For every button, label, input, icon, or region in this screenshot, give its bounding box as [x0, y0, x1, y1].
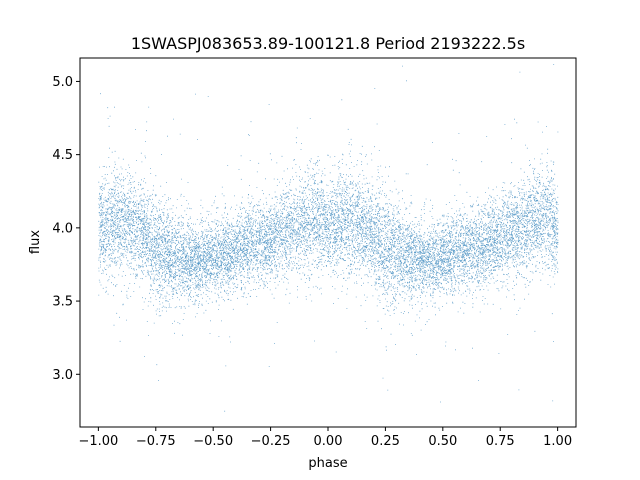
y-tick-label: 4.0 [52, 221, 73, 236]
y-axis-ticks: 3.0 3.5 4.0 4.5 5.0 [52, 75, 80, 383]
data-point [98, 64, 559, 412]
x-tick-label: 0.25 [371, 434, 400, 449]
y-tick-label: 5.0 [52, 75, 73, 90]
x-tick-label: −0.25 [251, 434, 291, 449]
x-tick-label: 1.00 [543, 434, 572, 449]
x-tick-label: −0.75 [136, 434, 176, 449]
y-tick-label: 4.5 [52, 148, 73, 163]
x-tick-label: 0.75 [486, 434, 515, 449]
x-axis-label: phase [308, 456, 347, 471]
x-tick-label: 0.00 [314, 434, 343, 449]
x-axis-ticks: −1.00 −0.75 −0.50 −0.25 0.00 0.25 0.50 0.75 1.00 [78, 427, 572, 449]
y-tick-label: 3.5 [52, 295, 73, 310]
scatter-points [98, 64, 559, 412]
x-tick-label: 0.50 [428, 434, 457, 449]
y-tick-label: 3.0 [52, 368, 73, 383]
chart-title: 1SWASPJ083653.89-100121.8 Period 2193222… [131, 34, 525, 53]
y-axis-label: flux [28, 230, 43, 254]
x-tick-label: −1.00 [78, 434, 118, 449]
x-tick-label: −0.50 [193, 434, 233, 449]
